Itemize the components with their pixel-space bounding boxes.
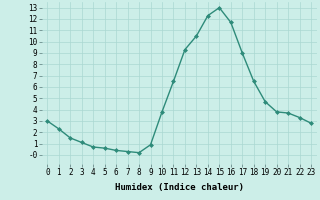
X-axis label: Humidex (Indice chaleur): Humidex (Indice chaleur) — [115, 183, 244, 192]
